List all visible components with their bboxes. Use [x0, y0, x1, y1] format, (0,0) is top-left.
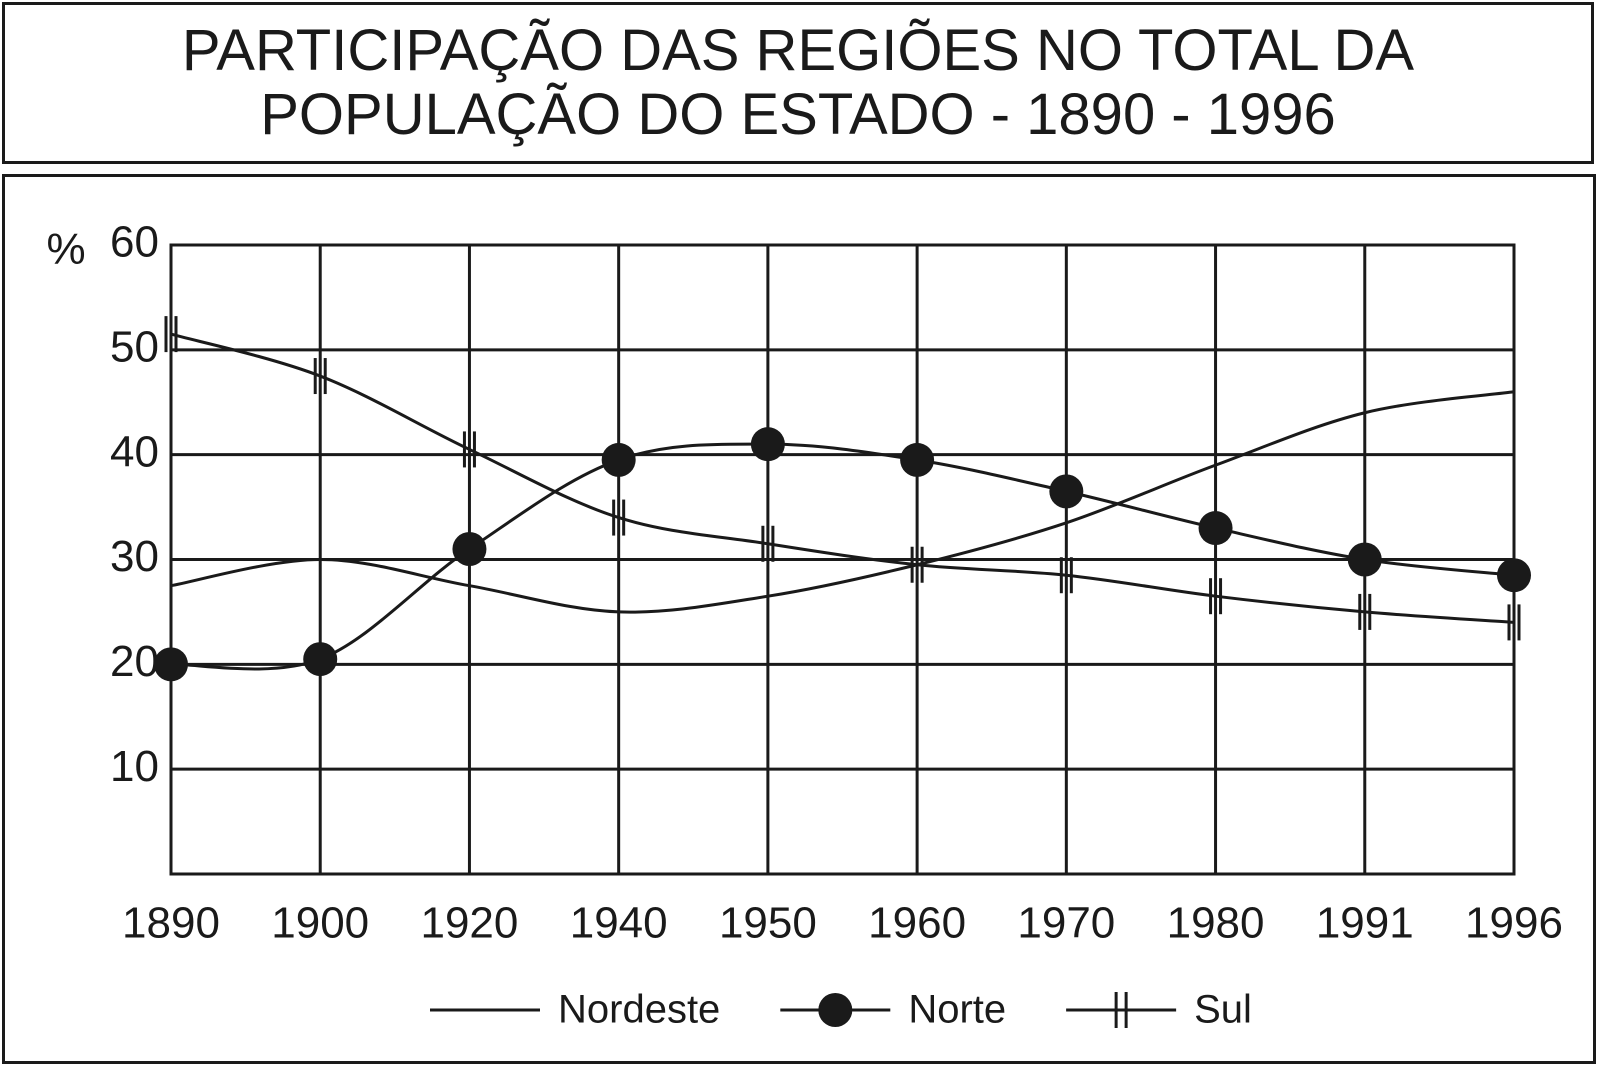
- x-tick-label: 1980: [1167, 899, 1265, 948]
- y-tick-label: 50: [110, 322, 159, 371]
- series-line: [170, 442, 1515, 671]
- y-tick-label: 40: [110, 427, 159, 476]
- legend-label: Norte: [908, 988, 1006, 1032]
- point-marker: [612, 499, 626, 536]
- point-marker: [303, 642, 338, 677]
- x-tick-label: 1991: [1316, 899, 1414, 948]
- point-marker: [750, 427, 785, 462]
- x-tick-label: 1960: [868, 899, 966, 948]
- point-marker: [1358, 593, 1372, 630]
- point-marker: [601, 442, 636, 477]
- point-marker: [1114, 992, 1128, 1028]
- point-marker: [154, 647, 188, 682]
- x-tick-label: 1890: [122, 899, 220, 948]
- x-tick-label: 1900: [271, 899, 369, 948]
- point-marker: [818, 993, 853, 1027]
- point-marker: [452, 532, 487, 567]
- point-marker: [1507, 604, 1521, 641]
- point-marker: [761, 525, 775, 562]
- legend-label: Sul: [1194, 988, 1252, 1032]
- chart-title: PARTICIPAÇÃO DAS REGIÕES NO TOTAL DA POP…: [181, 18, 1415, 147]
- y-axis-label: %: [46, 225, 85, 274]
- point-marker: [313, 358, 327, 395]
- y-tick-label: 10: [110, 742, 159, 791]
- series-line: [170, 390, 1515, 614]
- point-marker: [462, 431, 476, 468]
- series-line: [170, 332, 1515, 624]
- x-tick-label: 1920: [420, 899, 518, 948]
- point-marker: [164, 316, 178, 353]
- chart-box: [2, 174, 1596, 1064]
- point-marker: [1497, 558, 1531, 593]
- title-box: PARTICIPAÇÃO DAS REGIÕES NO TOTAL DA POP…: [2, 2, 1594, 164]
- point-marker: [1049, 474, 1084, 509]
- x-tick-label: 1996: [1465, 899, 1563, 948]
- y-tick-label: 60: [110, 218, 159, 267]
- point-marker: [910, 546, 924, 583]
- x-tick-label: 1970: [1017, 899, 1115, 948]
- point-marker: [1059, 557, 1073, 594]
- y-tick-label: 20: [110, 637, 159, 686]
- legend-label: Nordeste: [558, 988, 720, 1032]
- x-tick-label: 1940: [570, 899, 668, 948]
- x-tick-label: 1950: [719, 899, 817, 948]
- point-marker: [1209, 578, 1223, 615]
- y-tick-label: 30: [110, 532, 159, 581]
- point-marker: [900, 442, 935, 477]
- point-marker: [1347, 542, 1382, 577]
- point-marker: [1198, 511, 1233, 546]
